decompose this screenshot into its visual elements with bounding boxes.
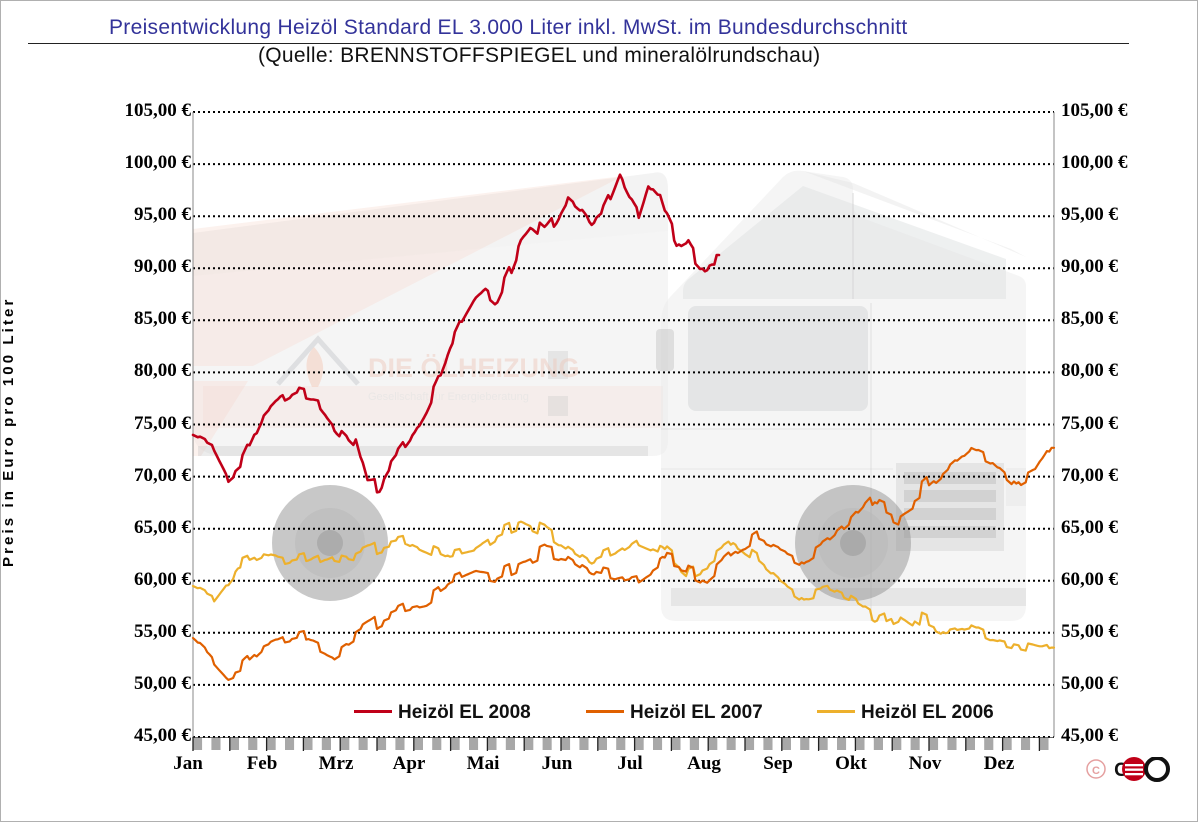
svg-text:C: C bbox=[1092, 765, 1100, 777]
